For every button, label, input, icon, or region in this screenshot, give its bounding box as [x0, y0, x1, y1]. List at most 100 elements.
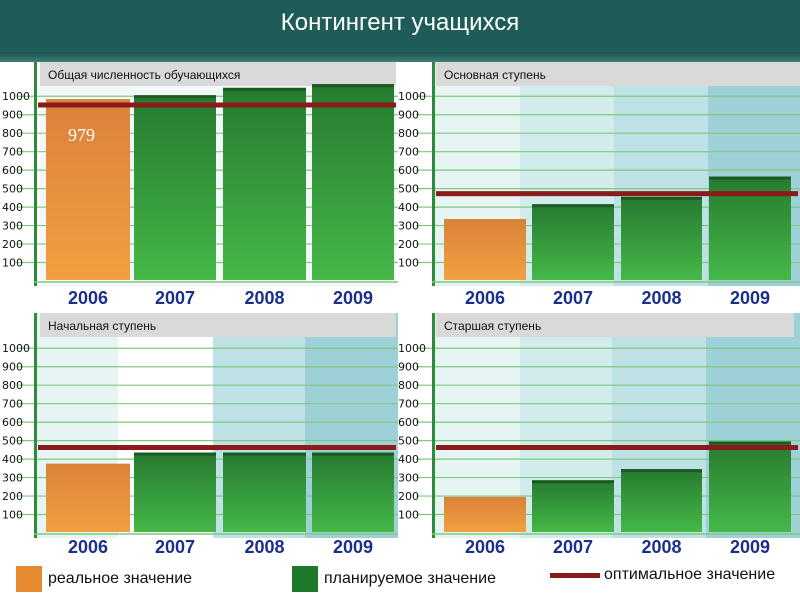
bar-2008: [621, 469, 702, 532]
x-tick-label: 2008: [244, 288, 284, 308]
bar-top-2009: [312, 84, 394, 88]
y-tick-label: 600: [2, 416, 23, 429]
y-tick-label: 100: [2, 257, 23, 270]
legend-item-optimal: оптимальное значение: [550, 566, 775, 584]
y-tick-label: 700: [2, 398, 23, 411]
y-tick-label: 400: [2, 201, 23, 214]
chart-title: Старшая ступень: [444, 319, 541, 333]
chart-title: Начальная ступень: [48, 319, 156, 333]
bar-2007: [134, 452, 216, 532]
x-tick-label: 2007: [155, 288, 195, 308]
y-tick-label: 600: [398, 416, 419, 429]
bar-top-2007: [532, 480, 614, 484]
y-axis: [34, 62, 37, 286]
y-tick-label: 500: [398, 435, 419, 448]
bar-top-2007: [134, 452, 216, 456]
bar-2007: [532, 204, 614, 280]
chart-title-box: [436, 62, 800, 86]
y-axis: [34, 313, 37, 538]
bar-top-2008: [621, 469, 702, 473]
x-tick-label: 2008: [641, 537, 681, 557]
legend-swatch-planned: [292, 566, 318, 592]
y-tick-label: 900: [398, 109, 419, 122]
optimal-line: [38, 445, 396, 451]
x-tick-label: 2007: [553, 288, 593, 308]
legend-swatch-optimal: [550, 572, 600, 578]
y-tick-label: 100: [398, 509, 419, 522]
x-tick-label: 2006: [465, 288, 505, 308]
x-tick-label: 2008: [641, 288, 681, 308]
data-label: 979: [68, 125, 95, 145]
y-tick-label: 200: [398, 238, 419, 251]
y-tick-label: 400: [398, 201, 419, 214]
bar-2009: [312, 84, 394, 281]
bar-2007: [532, 480, 614, 532]
y-tick-label: 800: [2, 127, 23, 140]
legend-swatch-real: [16, 566, 42, 592]
x-tick-label: 2006: [68, 288, 108, 308]
y-tick-label: 300: [398, 220, 419, 233]
legend-label-optimal: оптимальное значение: [604, 566, 776, 583]
chart-title-box: [436, 313, 794, 337]
x-tick-label: 2009: [333, 288, 373, 308]
bar-2008: [223, 452, 306, 532]
bar-2009: [709, 441, 791, 532]
y-tick-label: 900: [2, 109, 23, 122]
y-tick-label: 700: [2, 146, 23, 159]
y-tick-label: 600: [398, 164, 419, 177]
y-tick-label: 600: [2, 164, 23, 177]
bar-top-2007: [532, 204, 614, 208]
bar-2006: [46, 463, 130, 532]
y-tick-label: 300: [2, 472, 23, 485]
chart-title-box: [40, 313, 396, 337]
optimal-line: [436, 445, 798, 451]
bar-top-2008: [223, 452, 306, 456]
y-tick-label: 500: [2, 183, 23, 196]
y-tick-label: 1000: [2, 90, 30, 103]
optimal-line: [436, 191, 798, 197]
legend-item-real: реальное значение: [16, 566, 192, 592]
y-tick-label: 400: [2, 453, 23, 466]
y-tick-label: 500: [398, 183, 419, 196]
y-tick-label: 200: [2, 238, 23, 251]
bar-top-2009: [709, 441, 791, 445]
optimal-line: [38, 102, 396, 108]
y-tick-label: 1000: [398, 90, 426, 103]
bar-2008: [621, 196, 702, 280]
chart-title-box: [40, 62, 396, 86]
y-tick-label: 1000: [398, 342, 426, 355]
y-axis: [432, 313, 435, 538]
bar-2008: [223, 87, 306, 280]
y-tick-label: 100: [2, 509, 23, 522]
chart-title: Общая численность обучающихся: [48, 68, 240, 82]
y-tick-label: 800: [398, 379, 419, 392]
y-tick-label: 300: [398, 472, 419, 485]
legend-item-planned: планируемое значение: [292, 566, 496, 592]
legend-label-real: реальное значение: [48, 570, 193, 587]
y-axis: [432, 62, 435, 286]
y-tick-label: 300: [2, 220, 23, 233]
bar-top-2009: [312, 452, 394, 456]
x-tick-label: 2009: [333, 537, 373, 557]
chart-title: Основная ступень: [444, 68, 546, 82]
bar-2006: [444, 496, 526, 532]
bar-2006: [46, 99, 130, 280]
y-tick-label: 700: [398, 398, 419, 411]
y-tick-label: 500: [2, 435, 23, 448]
x-tick-label: 2006: [465, 537, 505, 557]
bar-top-2007: [134, 95, 216, 99]
y-tick-label: 800: [398, 127, 419, 140]
header-shadow: [0, 52, 800, 62]
bar-2007: [134, 95, 216, 280]
x-tick-label: 2007: [155, 537, 195, 557]
bar-top-2009: [709, 176, 791, 180]
bar-2009: [312, 452, 394, 532]
y-tick-label: 900: [2, 361, 23, 374]
y-tick-label: 100: [398, 257, 419, 270]
x-tick-label: 2009: [730, 537, 770, 557]
y-tick-label: 800: [2, 379, 23, 392]
y-tick-label: 900: [398, 361, 419, 374]
x-tick-label: 2008: [244, 537, 284, 557]
y-tick-label: 1000: [2, 342, 30, 355]
bar-2006: [444, 219, 526, 280]
